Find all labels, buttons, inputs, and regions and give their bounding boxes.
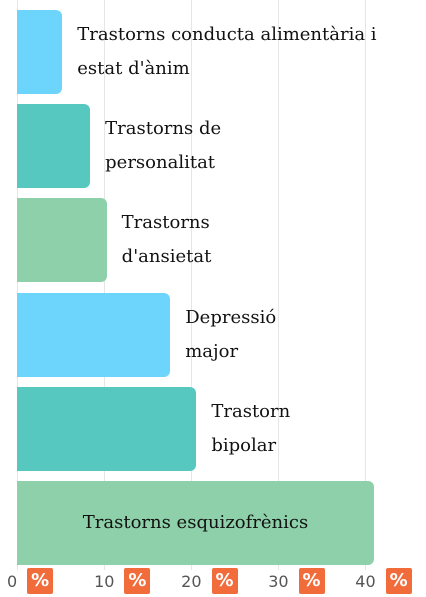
x-tick-label: 0 xyxy=(7,571,18,591)
bar-label: Trastorns esquizofrènics xyxy=(82,512,309,533)
unit-badge: % xyxy=(211,568,238,594)
unit-badge: % xyxy=(124,568,151,594)
x-tick: 30% xyxy=(268,566,325,596)
bar xyxy=(17,386,197,471)
grid-line xyxy=(17,0,18,570)
unit-badge: % xyxy=(298,568,325,594)
bar-label: Depressió major xyxy=(185,306,277,362)
unit-badge: % xyxy=(27,568,54,594)
grid-line xyxy=(191,0,193,570)
bar-label: Trastorns d'ansietat xyxy=(121,212,212,268)
x-tick-label: 30 xyxy=(268,571,289,591)
x-tick: 0% xyxy=(7,566,54,596)
x-tick: 10% xyxy=(94,566,151,596)
bar xyxy=(17,198,107,283)
bar xyxy=(17,104,91,189)
bar-label: Trastorns conducta alimentària i estat d… xyxy=(77,24,377,79)
grid-line xyxy=(365,0,367,570)
x-tick: 40% xyxy=(355,566,412,596)
bar xyxy=(17,292,171,377)
x-tick-label: 10 xyxy=(94,571,115,591)
bar xyxy=(17,481,374,565)
bar-label: Trastorn bipolar xyxy=(211,400,291,456)
x-tick: 20% xyxy=(181,566,238,596)
x-tick-label: 40 xyxy=(355,571,376,591)
bar-label: Trastorns de personalitat xyxy=(105,118,222,174)
unit-badge: % xyxy=(385,568,412,594)
grid-line xyxy=(104,0,106,570)
x-tick-label: 20 xyxy=(181,571,202,591)
bar xyxy=(17,10,63,94)
grid-line xyxy=(278,0,280,570)
